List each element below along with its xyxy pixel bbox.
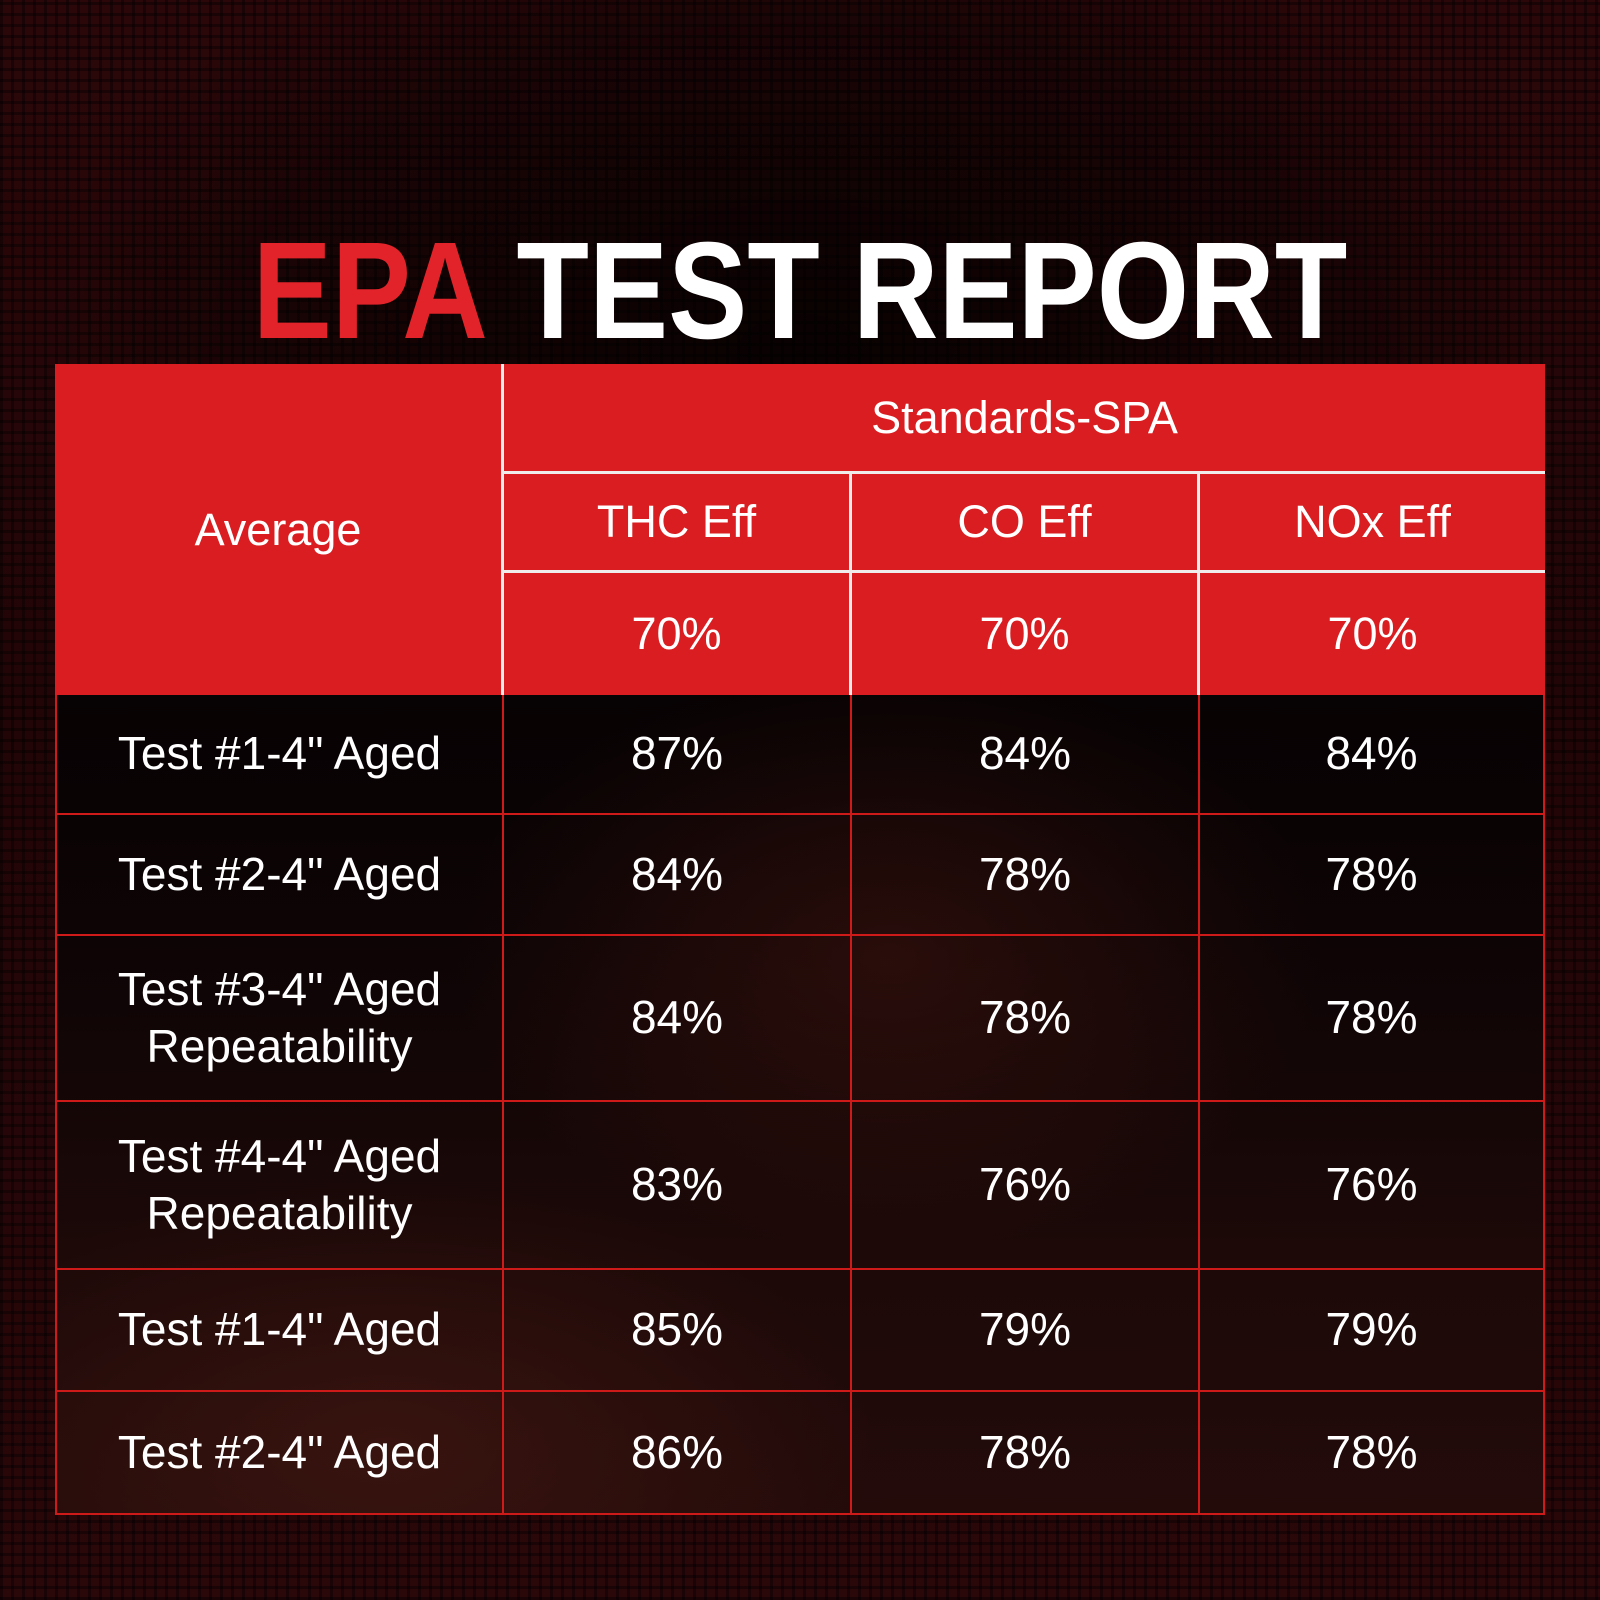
cell-value: 76% [852, 1102, 1200, 1270]
cell-value: 84% [852, 695, 1200, 815]
row-label: Test #3-4" Aged Repeatability [57, 936, 504, 1102]
page-title-accent: EPA [252, 214, 484, 369]
cell-value: 78% [1325, 1425, 1418, 1478]
header-cell-co-eff: CO Eff [852, 474, 1200, 573]
cell-value: 78% [1200, 815, 1543, 936]
page-title: EPA TEST REPORT [112, 222, 1488, 360]
header-cell-nox-eff: NOx Eff [1200, 474, 1545, 573]
table-body: Test #1-4" Aged 87% 84% 84% Test #2-4" A… [55, 695, 1545, 1515]
page-title-rest: TEST REPORT [516, 214, 1348, 369]
standard-value-thc: 70% [504, 573, 852, 695]
header-cell-average: Average [55, 364, 504, 695]
cell-value: 76% [1200, 1102, 1543, 1270]
cell-value: 79% [852, 1270, 1200, 1392]
row-label: Test #1-4" Aged [57, 695, 504, 815]
cell-value: 84% [504, 815, 852, 936]
cell-value: 85% [504, 1270, 852, 1392]
cell-value: 78% [1200, 936, 1543, 1102]
header-cell-thc-eff: THC Eff [504, 474, 852, 573]
header-cell-standards-spa: Standards-SPA [504, 364, 1545, 474]
cell-value: 78% [852, 1392, 1200, 1513]
cell-value: 84% [504, 936, 852, 1102]
cell-value: 78% [852, 936, 1200, 1102]
row-label: Test #1-4" Aged [57, 1270, 504, 1392]
cell-value: 87% [504, 695, 852, 815]
row-label: Test #2-4" Aged [57, 1392, 504, 1513]
cell-value: 86% [504, 1392, 852, 1513]
cell-value: 84% [1200, 695, 1543, 815]
cell-value: 78% [852, 815, 1200, 936]
epa-report-table: Average Standards-SPA THC Eff CO Eff NOx… [55, 364, 1545, 1515]
cell-value: 79% [1200, 1270, 1543, 1392]
table-header: Average Standards-SPA THC Eff CO Eff NOx… [55, 364, 1545, 695]
standard-value-nox: 70% [1327, 608, 1418, 659]
row-label: Test #4-4" Aged Repeatability [57, 1102, 504, 1270]
cell-value: 83% [504, 1102, 852, 1270]
standard-value-co: 70% [852, 573, 1200, 695]
row-label: Test #2-4" Aged [57, 815, 504, 936]
